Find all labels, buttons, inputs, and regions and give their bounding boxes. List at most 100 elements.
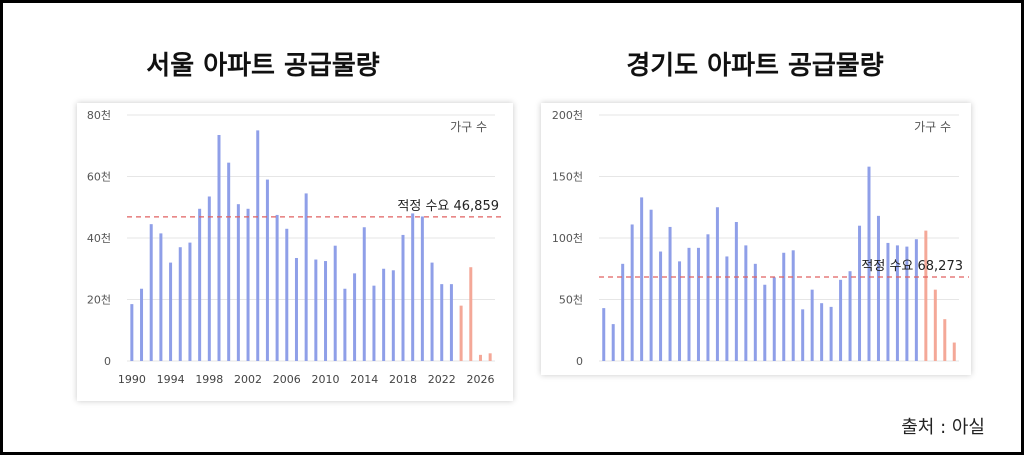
- gyeonggi-y-tick-label: 100천: [552, 231, 583, 245]
- gyeonggi-bar-2006: [753, 263, 757, 361]
- gyeonggi-bar-1992: [621, 263, 625, 361]
- seoul-x-tick-label: 1998: [195, 373, 223, 386]
- seoul-bar-1991: [140, 288, 144, 361]
- seoul-bar-2012: [343, 288, 347, 361]
- seoul-y-tick-label: 20천: [87, 293, 111, 307]
- gyeonggi-demand-line-label: 적정 수요 68,273: [861, 259, 963, 274]
- gyeonggi-x-tick-label: 2022: [893, 373, 921, 375]
- gyeonggi-x-tick-label: 1998: [666, 373, 694, 375]
- gyeonggi-legend-text: 가구 수: [914, 120, 951, 134]
- seoul-legend-text: 가구 수: [450, 120, 487, 134]
- seoul-bar-2008: [304, 193, 308, 361]
- seoul-x-tick-label: 1994: [157, 373, 185, 386]
- gyeonggi-bar-2007: [763, 284, 767, 361]
- seoul-chart-title: 서울 아파트 공급물량: [146, 51, 380, 81]
- gyeonggi-bar-2013: [820, 303, 824, 361]
- gyeonggi-bar-2027: [952, 342, 956, 361]
- seoul-bar-2007: [294, 257, 298, 361]
- gyeonggi-bar-2018: [867, 166, 871, 361]
- seoul-x-tick-label: 1990: [118, 373, 146, 386]
- seoul-bar-2004: [265, 179, 269, 361]
- gyeonggi-bar-2010: [791, 250, 795, 361]
- seoul-bar-2006: [285, 228, 289, 361]
- seoul-bar-2019: [411, 213, 415, 361]
- gyeonggi-bar-2011: [801, 309, 805, 361]
- gyeonggi-bar-2014: [829, 306, 833, 361]
- gyeonggi-bar-2008: [772, 277, 776, 361]
- seoul-x-tick-label: 2010: [312, 373, 340, 386]
- seoul-x-tick-label: 2002: [234, 373, 262, 386]
- seoul-bar-2017: [391, 270, 395, 361]
- seoul-bar-2024: [459, 305, 463, 361]
- gyeonggi-x-tick-label: 2010: [779, 373, 807, 375]
- gyeonggi-bar-1993: [630, 224, 634, 361]
- gyeonggi-x-tick-label: 1990: [590, 373, 618, 375]
- gyeonggi-bar-2025: [933, 289, 937, 361]
- seoul-bar-1996: [188, 242, 192, 361]
- gyeonggi-bar-1994: [640, 197, 644, 361]
- gyeonggi-bar-2001: [706, 234, 710, 361]
- gyeonggi-y-tick-label: 0: [576, 355, 583, 368]
- seoul-x-tick-label: 2022: [428, 373, 456, 386]
- seoul-chart: 0 20천 40천 60천 80천 1990 1994 1998 2002 2006 2010 201…: [87, 108, 505, 386]
- gyeonggi-bar-2015: [839, 279, 843, 361]
- source-credit: 출처 : 아실: [901, 417, 985, 438]
- gyeonggi-x-tick-label: 1994: [628, 373, 656, 375]
- gyeonggi-bar-1997: [668, 226, 672, 361]
- gyeonggi-bar-2026: [943, 319, 947, 361]
- gyeonggi-chart-panel: 0 50천 100천 150천 200천 1990 1994 1998 2002 2006 2010…: [541, 103, 971, 386]
- seoul-bar-1998: [207, 196, 211, 361]
- gyeonggi-bar-2012: [810, 289, 814, 361]
- seoul-bar-2011: [333, 245, 337, 361]
- seoul-bar-2015: [372, 285, 376, 361]
- seoul-bar-2020: [420, 216, 424, 361]
- seoul-y-tick-label: 80천: [87, 108, 111, 122]
- gyeonggi-y-tick-label: 200천: [552, 108, 583, 122]
- seoul-x-tick-label: 2006: [273, 373, 301, 386]
- seoul-bar-2000: [227, 162, 231, 361]
- seoul-bar-1994: [169, 262, 173, 361]
- seoul-bar-2023: [449, 284, 453, 362]
- seoul-bar-2009: [314, 259, 318, 361]
- gyeonggi-bar-2002: [715, 207, 719, 361]
- seoul-y-tick-label: 0: [104, 355, 111, 368]
- gyeonggi-chart-title: 경기도 아파트 공급물량: [626, 51, 884, 81]
- seoul-x-tick-label: 2026: [466, 373, 494, 386]
- gyeonggi-bar-1996: [659, 251, 663, 361]
- seoul-bar-2010: [324, 261, 328, 361]
- gyeonggi-x-tick-label: 2018: [855, 373, 883, 375]
- gyeonggi-bar-1991: [611, 324, 615, 361]
- gyeonggi-bar-2021: [895, 245, 899, 361]
- gyeonggi-bar-1990: [602, 308, 606, 361]
- gyeonggi-bar-2020: [886, 242, 890, 361]
- gyeonggi-bar-2017: [858, 225, 862, 361]
- gyeonggi-y-tick-label: 50천: [559, 293, 583, 307]
- seoul-bar-2014: [362, 227, 366, 361]
- seoul-bar-2027: [488, 353, 492, 361]
- seoul-bar-2001: [236, 204, 240, 361]
- seoul-bar-1999: [217, 134, 221, 361]
- gyeonggi-bar-2004: [734, 222, 738, 361]
- gyeonggi-bar-2000: [696, 247, 700, 361]
- seoul-y-tick-label: 40천: [87, 231, 111, 245]
- gyeonggi-bar-2005: [744, 245, 748, 361]
- gyeonggi-bar-2009: [782, 252, 786, 361]
- gyeonggi-bar-2016: [848, 271, 852, 361]
- gyeonggi-x-tick-label: 2002: [703, 373, 731, 375]
- seoul-bar-2013: [353, 273, 357, 361]
- seoul-bar-2016: [382, 268, 386, 361]
- gyeonggi-bar-2024: [924, 230, 928, 361]
- seoul-bar-1993: [159, 233, 163, 361]
- gyeonggi-x-tick-label: 2014: [817, 373, 845, 375]
- seoul-bar-2025: [469, 267, 473, 361]
- seoul-bar-1992: [149, 224, 153, 361]
- gyeonggi-chart: 0 50천 100천 150천 200천 1990 1994 1998 2002 2006 2010…: [552, 108, 969, 386]
- gyeonggi-bar-2023: [914, 239, 918, 361]
- seoul-bar-2021: [430, 262, 434, 361]
- seoul-x-tick-label: 2018: [389, 373, 417, 386]
- seoul-bar-2022: [440, 284, 444, 362]
- seoul-bar-2002: [246, 208, 250, 361]
- gyeonggi-bar-2019: [876, 215, 880, 361]
- gyeonggi-x-tick-label: 2026: [931, 373, 959, 375]
